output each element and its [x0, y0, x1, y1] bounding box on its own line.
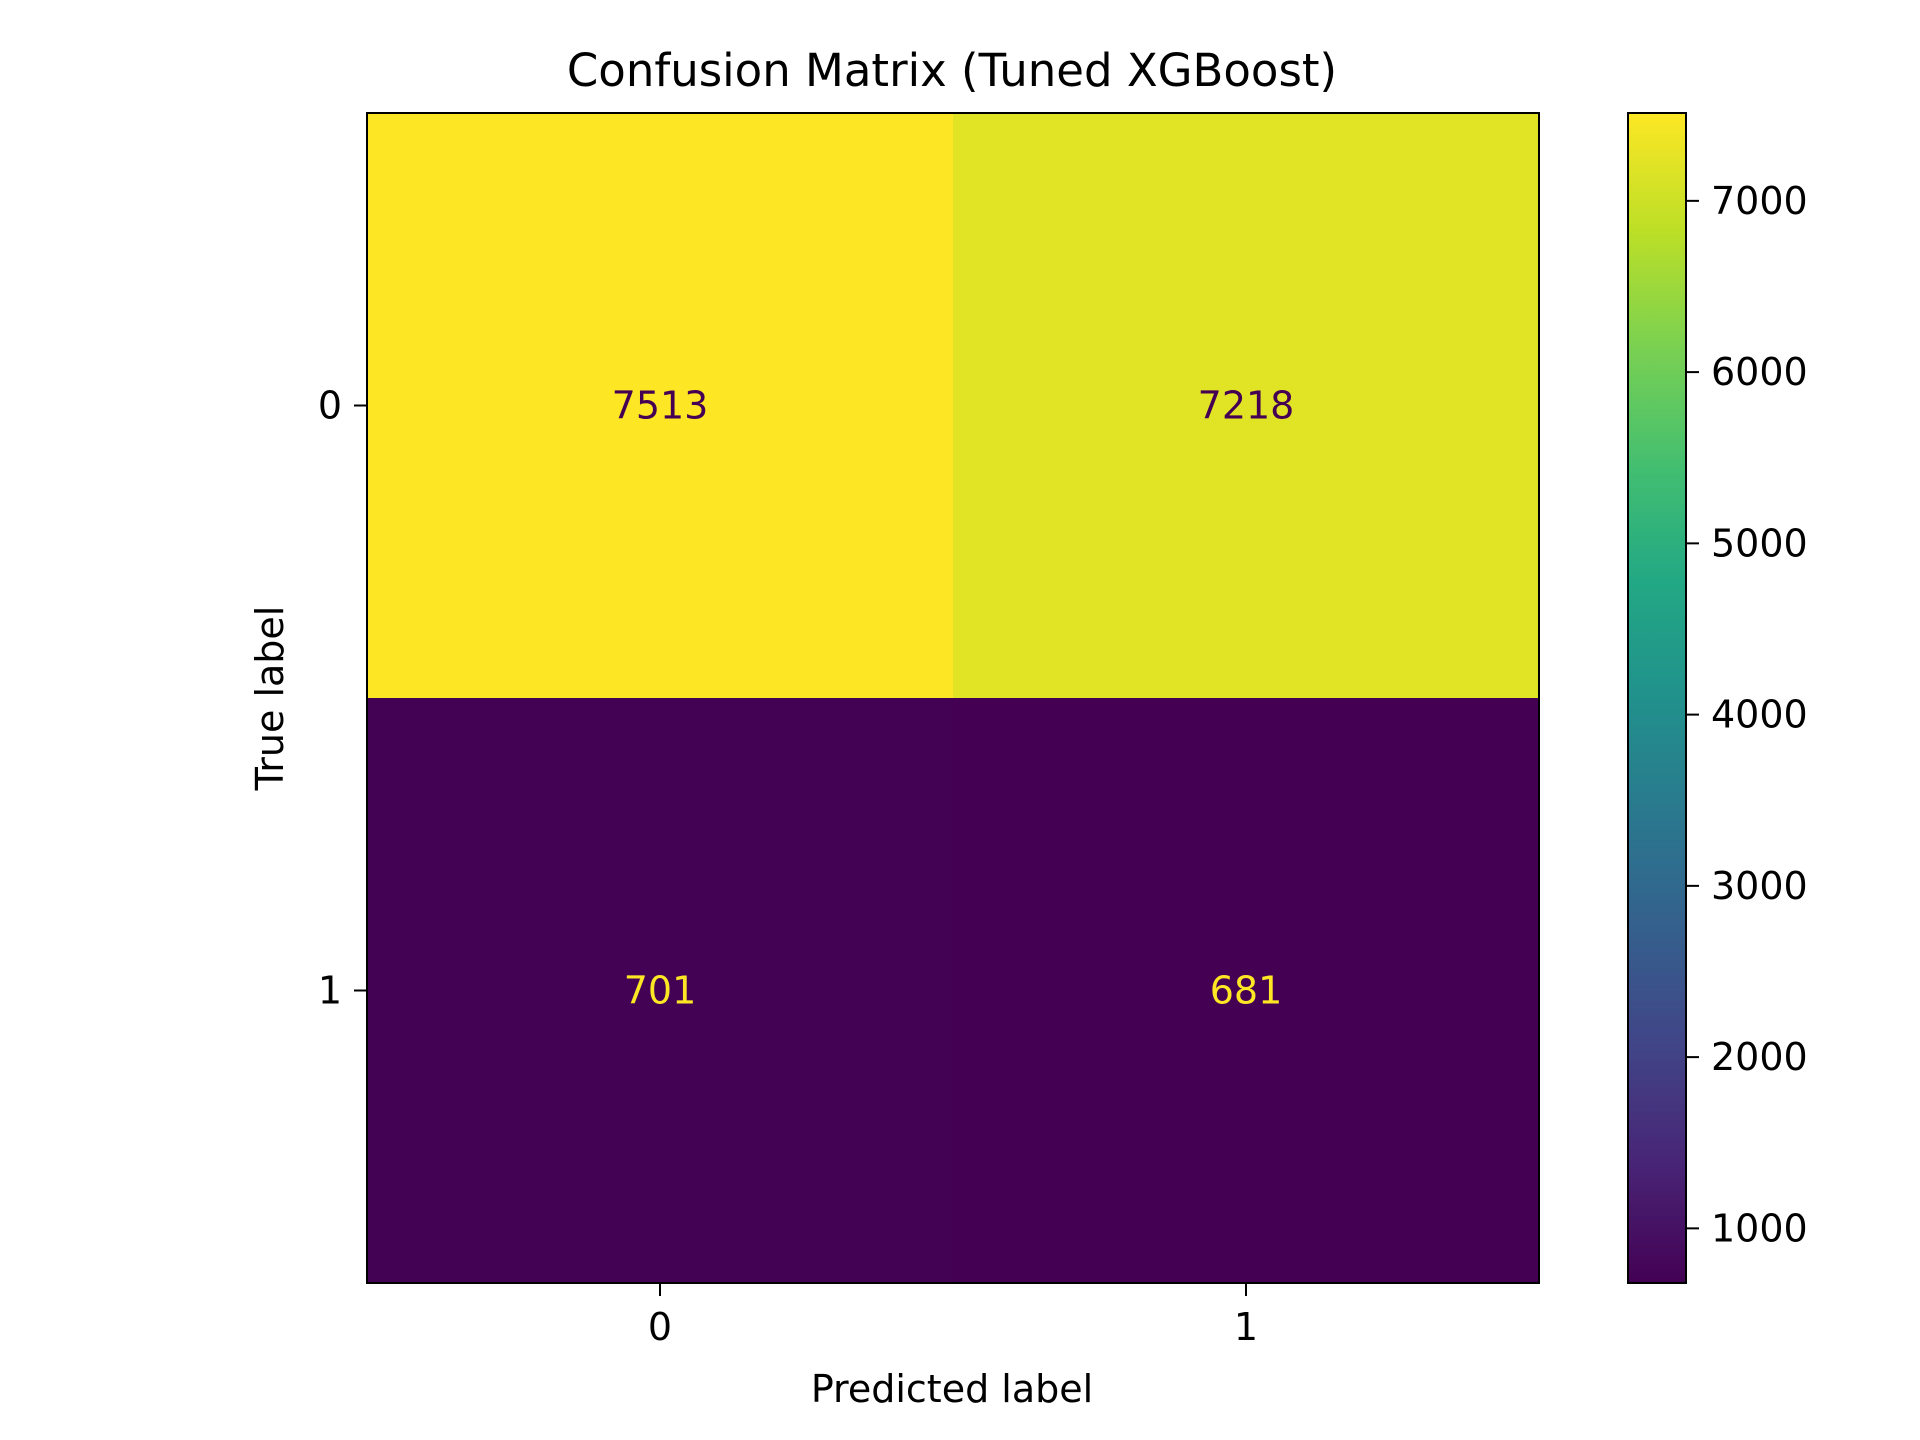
heatmap-cells — [367, 113, 1540, 1284]
x-axis-label: Predicted label — [811, 1367, 1093, 1411]
heatmap-cell-r0-c0 — [367, 113, 954, 699]
x-tick-label: 0 — [648, 1305, 672, 1349]
colorbar-tick-label: 6000 — [1711, 350, 1808, 394]
chart-title: Confusion Matrix (Tuned XGBoost) — [567, 44, 1337, 97]
colorbar-tick-label: 4000 — [1711, 693, 1808, 737]
colorbar-tick-label: 3000 — [1711, 864, 1808, 908]
colorbar-tick-label: 2000 — [1711, 1035, 1808, 1079]
cell-value-r0-c1: 7218 — [1198, 384, 1295, 428]
colorbar-ticks: 1000 2000 3000 4000 5000 6000 7000 — [1686, 179, 1808, 1250]
y-axis-ticks: 01 — [318, 384, 367, 1013]
colorbar — [1627, 112, 1687, 1284]
cell-value-r1-c0: 701 — [624, 969, 697, 1013]
colorbar-tick-label: 5000 — [1711, 521, 1808, 565]
y-axis-label: True label — [248, 606, 292, 792]
y-tick-label: 0 — [318, 384, 342, 428]
cell-value-r0-c0: 7513 — [612, 384, 709, 428]
colorbar-tick-label: 1000 — [1711, 1206, 1808, 1250]
heatmap-cell-r0-c1 — [953, 113, 1540, 699]
colorbar-tick-label: 7000 — [1711, 179, 1808, 223]
cell-value-r1-c1: 681 — [1210, 969, 1283, 1013]
x-tick-label: 1 — [1234, 1305, 1258, 1349]
heatmap-cell-labels: 7513 7218 701 681 — [612, 384, 1295, 1013]
heatmap-cell-r1-c1 — [953, 698, 1540, 1284]
heatmap-cell-r1-c0 — [367, 698, 954, 1284]
plot-frame — [366, 112, 1540, 1284]
y-tick-label: 1 — [318, 969, 342, 1013]
